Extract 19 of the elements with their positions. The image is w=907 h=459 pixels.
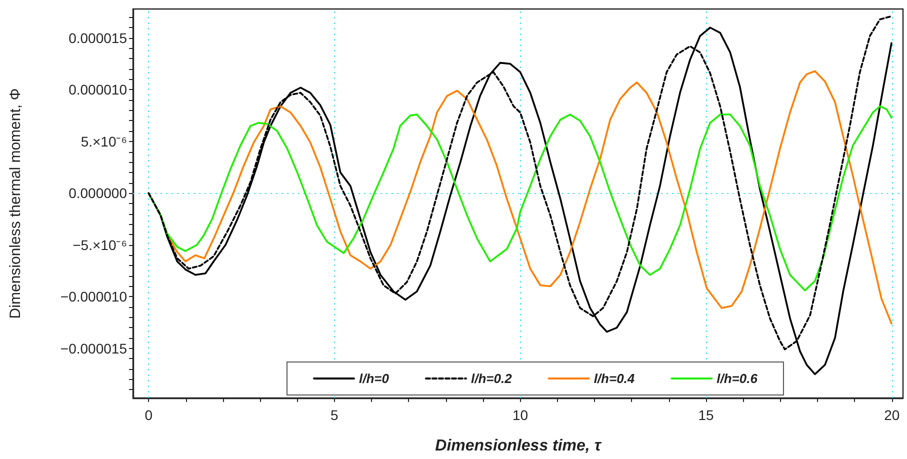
y-tick-label: −0.000015 <box>60 340 128 356</box>
y-tick-label: −5.×10⁻⁶ <box>72 236 127 253</box>
line-series <box>148 105 892 292</box>
y-tick-label: 5.×10⁻⁶ <box>80 133 127 150</box>
y-axis-title: Dimensionless thermal moment, Φ <box>7 88 24 319</box>
legend-label: l/h=0.6 <box>716 371 758 386</box>
x-tick-label: 15 <box>698 407 714 423</box>
x-axis-title: Dimensionless time, τ <box>435 438 602 454</box>
legend-label: l/h=0 <box>359 371 390 386</box>
x-tick-label: 0 <box>144 407 153 423</box>
y-tick-label: 0.000000 <box>68 185 128 202</box>
y-tick-label: 0.000015 <box>68 30 128 46</box>
legend-label: l/h=0.2 <box>470 371 513 386</box>
legend-label: l/h=0.4 <box>594 371 636 386</box>
y-tick-label: 0.000010 <box>68 82 128 98</box>
x-tick-label: 5 <box>330 407 339 423</box>
x-tick-label: 20 <box>884 407 900 423</box>
x-tick-label: 10 <box>512 407 528 423</box>
y-tick-label: −0.000010 <box>60 288 128 305</box>
